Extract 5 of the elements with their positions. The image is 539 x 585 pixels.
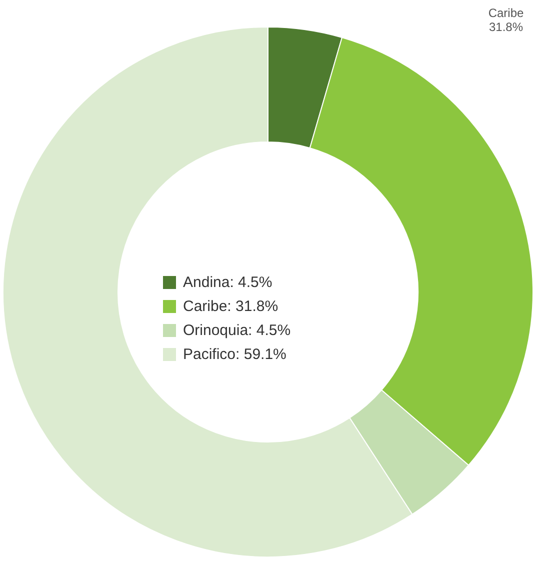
legend-label: Caribe: 31.8% bbox=[183, 298, 278, 315]
legend-label: Pacifico: 59.1% bbox=[183, 346, 286, 363]
text: Caribe 31.8% bbox=[488, 6, 524, 34]
legend-label: Andina: 4.5% bbox=[183, 274, 272, 291]
legend-label: Orinoquia: 4.5% bbox=[183, 322, 291, 339]
